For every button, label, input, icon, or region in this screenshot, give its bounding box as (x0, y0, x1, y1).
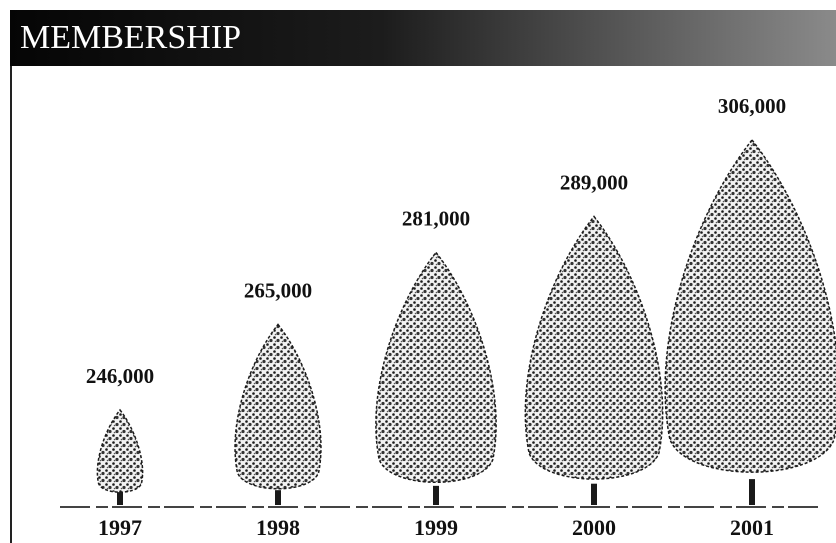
tree (96, 408, 144, 505)
value-label: 281,000 (402, 206, 470, 230)
tree-trunk (749, 479, 755, 505)
tree-crown (524, 215, 664, 480)
tree (234, 323, 322, 505)
tree (664, 138, 836, 505)
tree (524, 215, 664, 505)
value-label: 306,000 (718, 94, 786, 118)
tree-trunk (117, 491, 123, 505)
tree-trunk (433, 485, 439, 505)
x-tick-label: 1999 (414, 515, 458, 540)
x-tick-label: 1997 (98, 515, 142, 540)
tree-trunk (275, 490, 281, 505)
tree-crown (234, 323, 322, 490)
x-tick-label: 2000 (572, 515, 616, 540)
title-bar (10, 10, 836, 66)
tree (375, 251, 497, 505)
x-tick-label: 1998 (256, 515, 300, 540)
tree-crown (96, 408, 144, 493)
value-label: 289,000 (560, 170, 628, 194)
tree-trunk (591, 483, 597, 505)
x-tick-label: 2001 (730, 515, 774, 540)
value-label: 246,000 (86, 364, 154, 388)
chart-title: MEMBERSHIP (20, 19, 241, 56)
tree-crown (664, 138, 836, 473)
value-label: 265,000 (244, 278, 312, 302)
tree-crown (375, 251, 497, 483)
